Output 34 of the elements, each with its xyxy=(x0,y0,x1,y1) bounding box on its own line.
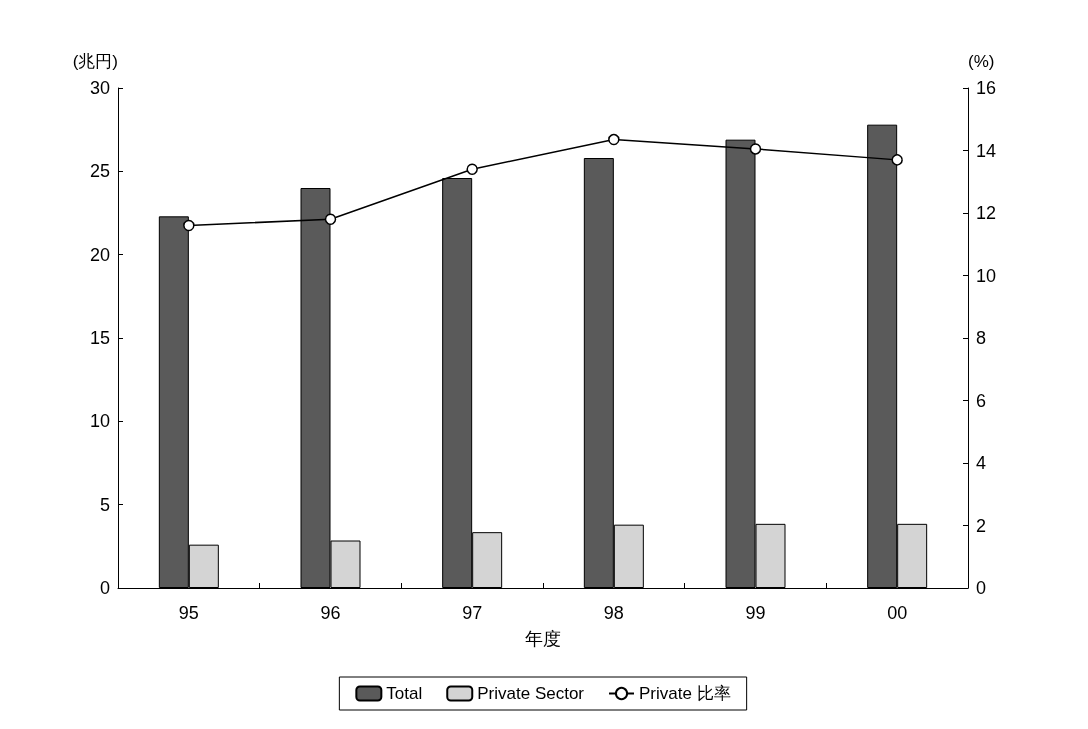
point xyxy=(324,213,337,225)
legend-label: Private 比率 xyxy=(639,684,731,703)
x-axis-title: 年度 xyxy=(525,629,561,649)
x-tick-label: 97 xyxy=(462,603,483,623)
y2-tick-label: 8 xyxy=(976,328,987,348)
x-tick-label: 99 xyxy=(745,603,766,623)
x-tick-label: 95 xyxy=(178,603,199,623)
y-tick-label: 25 xyxy=(89,161,110,182)
y-axis-title: (兆円) xyxy=(72,52,118,71)
y2-tick-label: 4 xyxy=(976,453,987,473)
y-tick-label: 15 xyxy=(89,328,110,348)
y2-tick-label: 0 xyxy=(976,578,987,598)
y2-axis-title: (%) xyxy=(968,52,995,71)
y2-tick-label: 6 xyxy=(976,390,987,411)
point xyxy=(466,163,478,175)
x-tick-label: 96 xyxy=(320,603,341,623)
point xyxy=(891,154,903,166)
y-tick-label: 5 xyxy=(99,494,110,515)
legend-label: Private Sector xyxy=(477,684,585,703)
y2-tick-label: 16 xyxy=(976,78,997,98)
legend-label: Total xyxy=(386,684,423,703)
y-tick-label: 30 xyxy=(89,78,110,98)
point xyxy=(183,219,195,232)
x-tick-label: 00 xyxy=(887,603,908,623)
y2-tick-label: 14 xyxy=(976,140,997,161)
x-tick-label: 98 xyxy=(603,603,624,623)
point xyxy=(608,133,620,146)
y2-tick-label: 12 xyxy=(976,203,997,223)
y2-tick-label: 10 xyxy=(976,265,997,286)
y-tick-label: 10 xyxy=(89,411,110,432)
y-tick-label: 20 xyxy=(89,244,110,265)
y-tick-label: 0 xyxy=(99,578,110,598)
y2-tick-label: 2 xyxy=(976,515,987,536)
point xyxy=(749,143,762,155)
